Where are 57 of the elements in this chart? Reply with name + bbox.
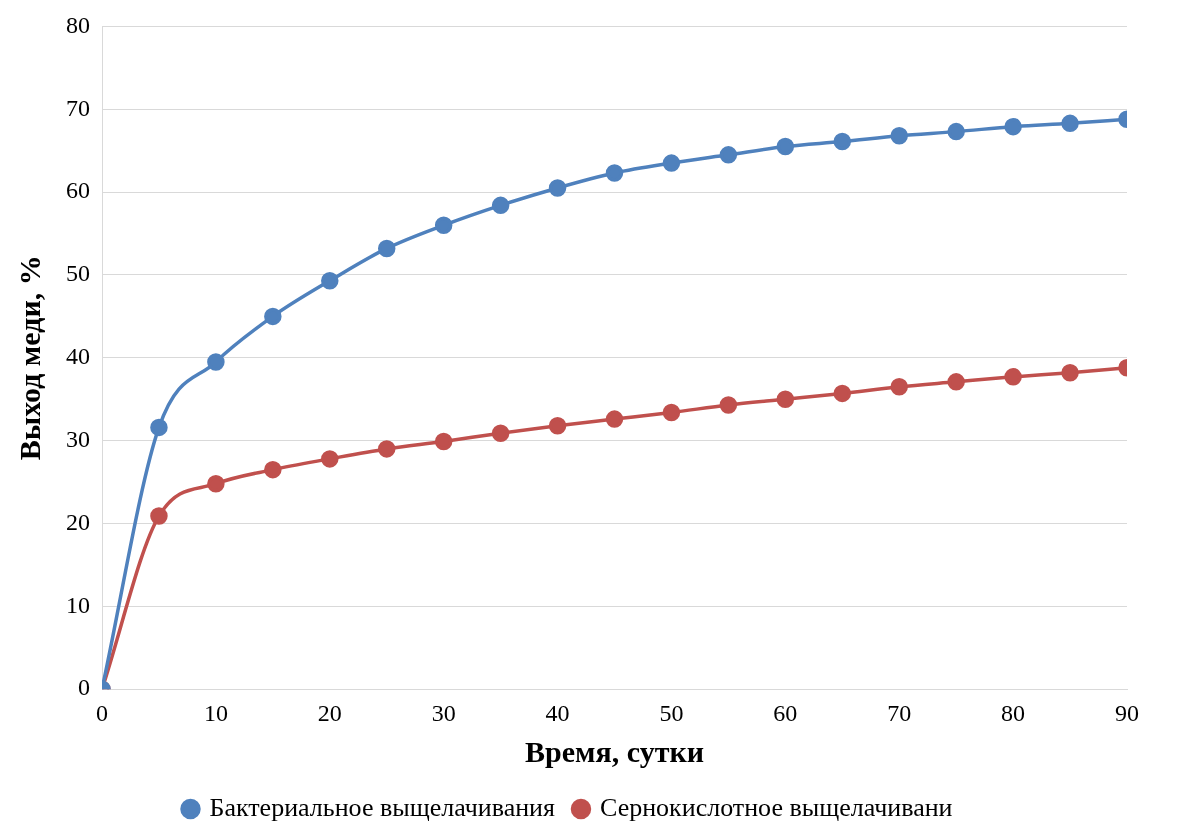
point [548, 416, 567, 435]
y-tick-label: 50 [66, 260, 90, 287]
point [150, 418, 168, 437]
y-tick-label: 70 [66, 94, 90, 121]
y-tick-label: 30 [66, 425, 90, 452]
x-tick-label: 80 [1001, 699, 1026, 726]
point [1061, 363, 1079, 382]
y-tick-label: 60 [66, 177, 90, 204]
point [662, 154, 681, 172]
x-tick-label: 90 [1115, 699, 1139, 726]
x-tick-label: 0 [96, 699, 108, 726]
point [947, 122, 965, 141]
point [377, 239, 396, 258]
legend-label: Сернокислотное выщелачивани [599, 792, 953, 822]
y-tick-label: 10 [66, 591, 90, 618]
point [662, 403, 681, 422]
point [605, 410, 624, 428]
point [833, 132, 852, 151]
point [321, 450, 339, 468]
x-tick-label: 50 [659, 699, 684, 726]
point [207, 474, 225, 493]
point [491, 424, 510, 442]
point [719, 146, 738, 164]
x-tick-label: 40 [545, 699, 570, 726]
point [947, 373, 965, 391]
point [264, 460, 282, 479]
point [150, 507, 168, 525]
y-tick-label: 80 [66, 11, 90, 38]
point [1004, 368, 1022, 386]
y-tick-label: 20 [66, 508, 90, 535]
point [890, 378, 908, 396]
y-tick-label: 0 [78, 674, 90, 701]
point [1004, 117, 1022, 136]
point [890, 127, 908, 145]
point [434, 216, 453, 234]
point [548, 179, 567, 197]
legend-label: Бактериальное выщелачивания [209, 792, 556, 822]
point [434, 432, 453, 451]
x-tick-label: 60 [773, 699, 798, 726]
point [377, 440, 396, 458]
x-tick-label: 70 [887, 699, 912, 726]
y-axis-title: Выход меди, % [12, 255, 46, 461]
x-tick-label: 20 [317, 699, 342, 726]
point [605, 164, 624, 182]
x-tick-label: 30 [431, 699, 456, 726]
point [207, 353, 225, 371]
point [491, 196, 510, 215]
point [1061, 114, 1079, 133]
x-tick-label: 10 [203, 699, 228, 726]
point [321, 272, 339, 290]
point [776, 390, 795, 408]
y-tick-label: 40 [66, 343, 90, 370]
point [264, 307, 282, 326]
x-axis-title: Время, сутки [525, 734, 704, 768]
point [776, 137, 795, 156]
point [719, 396, 738, 414]
point [833, 384, 852, 403]
